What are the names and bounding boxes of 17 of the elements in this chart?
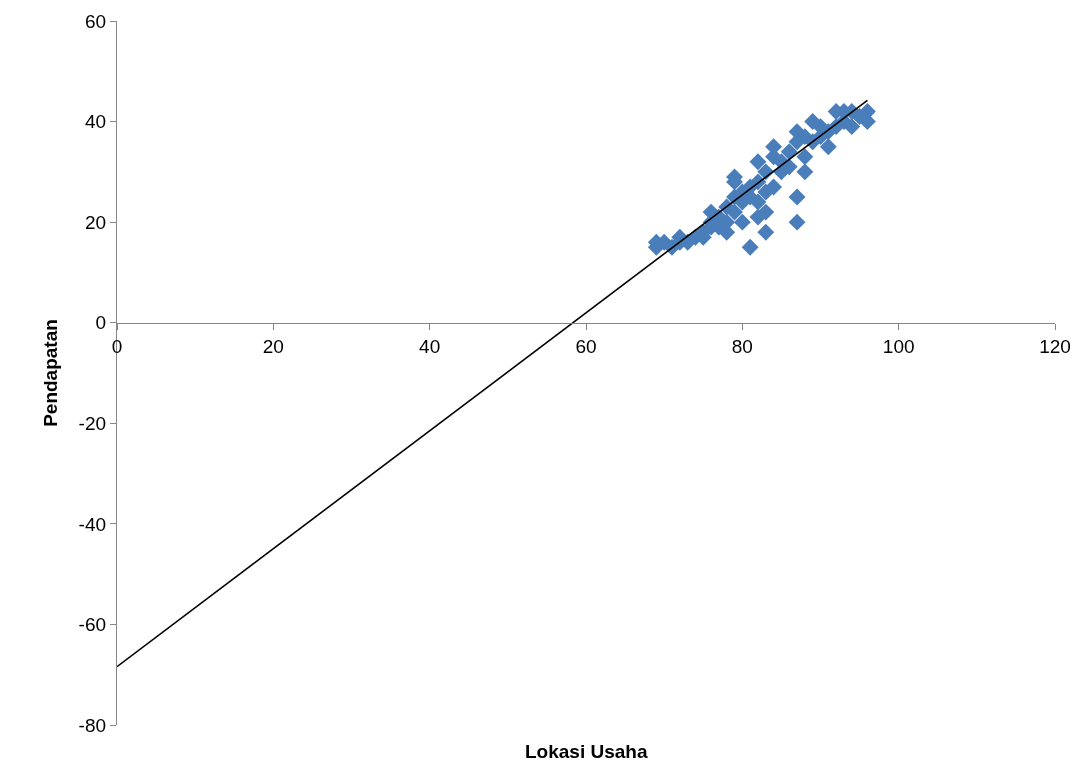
y-tick-label: -40 <box>78 513 107 535</box>
y-axis-title: Pendapatan <box>40 319 62 427</box>
y-tick-label: -80 <box>78 714 107 736</box>
x-tick-label: 0 <box>111 335 123 357</box>
x-tick-label: 60 <box>575 335 597 357</box>
x-tick-label: 20 <box>262 335 284 357</box>
y-tick-label: 60 <box>84 10 107 32</box>
y-tick-label: 20 <box>84 211 107 233</box>
x-tick-label: 40 <box>419 335 441 357</box>
x-axis-title: Lokasi Usaha <box>525 741 648 762</box>
x-tick-label: 100 <box>882 335 915 357</box>
y-tick-label: -20 <box>78 412 107 434</box>
x-tick-label: 120 <box>1039 335 1071 357</box>
y-tick-label: 0 <box>95 312 107 334</box>
y-tick-label: -60 <box>78 614 107 636</box>
y-tick-label: 40 <box>84 111 107 133</box>
x-tick-label: 80 <box>731 335 753 357</box>
